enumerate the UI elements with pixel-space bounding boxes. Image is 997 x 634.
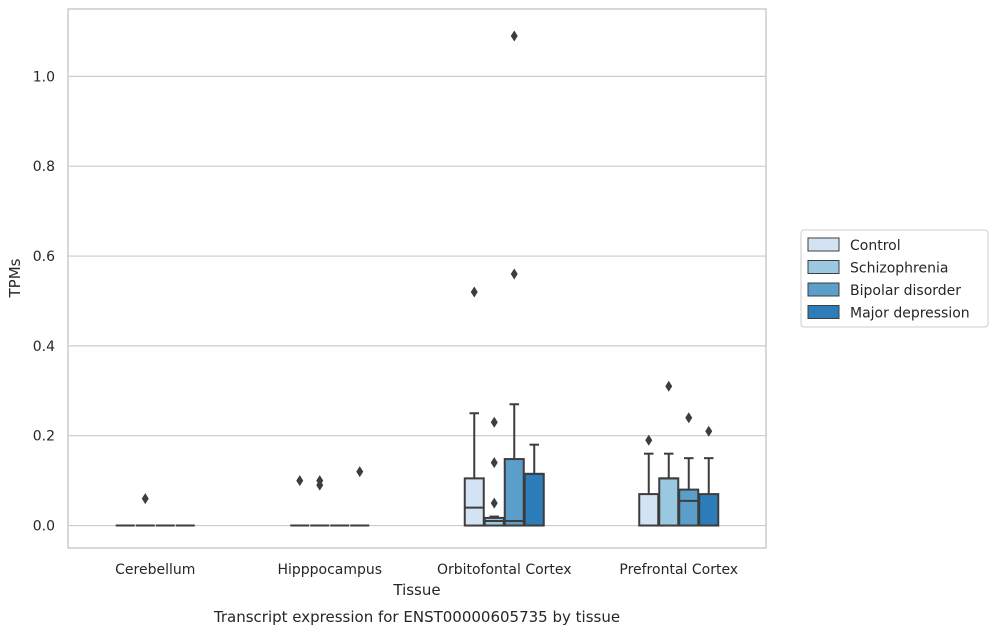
y-tick-label: 0.8 bbox=[33, 159, 55, 175]
box-body bbox=[678, 488, 700, 527]
outlier-point bbox=[705, 425, 713, 437]
x-tick-labels: Cerebellum Hipppocampus Orbitofontal Corte… bbox=[115, 562, 738, 578]
box bbox=[483, 416, 505, 527]
outlier-point bbox=[665, 380, 673, 392]
plot-area-frame bbox=[67, 8, 767, 549]
series-group bbox=[175, 425, 720, 527]
box-body bbox=[503, 458, 525, 527]
legend-frame bbox=[800, 229, 989, 328]
box-body bbox=[638, 493, 660, 527]
box-body bbox=[658, 477, 680, 527]
box bbox=[463, 286, 485, 527]
outlier-point bbox=[316, 475, 324, 487]
legend-swatch bbox=[807, 237, 840, 252]
outlier-point bbox=[490, 457, 498, 469]
outlier-point bbox=[490, 497, 498, 509]
box-body bbox=[463, 477, 485, 527]
outlier-point bbox=[510, 268, 518, 280]
outlier-point bbox=[470, 286, 478, 298]
box bbox=[503, 30, 525, 527]
legend-swatch bbox=[807, 282, 840, 297]
outlier-point bbox=[296, 475, 304, 487]
legend-label: Bipolar disorder bbox=[850, 283, 961, 299]
legend: Control Schizophrenia Bipolar disorder Majo… bbox=[800, 229, 989, 328]
box-series-group bbox=[115, 30, 720, 527]
outlier-point bbox=[645, 434, 653, 446]
legend-swatch bbox=[807, 305, 840, 319]
y-tick-label: 0.6 bbox=[33, 249, 55, 265]
legend-label: Schizophrenia bbox=[850, 261, 948, 277]
box bbox=[290, 475, 310, 527]
box bbox=[658, 380, 680, 527]
y-tick-labels: 0.0 0.2 0.4 0.6 0.8 1.0 bbox=[33, 69, 55, 534]
x-tick-label: Cerebellum bbox=[115, 562, 195, 578]
box bbox=[350, 466, 370, 527]
gridlines bbox=[68, 75, 766, 527]
box-body bbox=[523, 472, 545, 527]
y-tick-label: 0.0 bbox=[33, 519, 55, 535]
box bbox=[698, 425, 720, 527]
y-axis-label: TPMs bbox=[6, 258, 24, 298]
box-body bbox=[698, 493, 720, 527]
series-group bbox=[155, 30, 700, 527]
box bbox=[638, 434, 660, 527]
x-tick-label: Hipppocampus bbox=[277, 562, 382, 578]
chart-caption: Transcript expression for ENST0000060573… bbox=[213, 608, 620, 626]
x-tick-label: Orbitofontal Cortex bbox=[437, 562, 572, 578]
outlier-point bbox=[141, 493, 149, 505]
legend-swatch bbox=[807, 260, 840, 274]
box bbox=[523, 443, 545, 527]
y-tick-label: 1.0 bbox=[33, 69, 55, 85]
y-tick-label: 0.2 bbox=[33, 429, 55, 445]
outlier-point bbox=[356, 466, 364, 478]
series-group bbox=[135, 380, 680, 527]
outlier-point bbox=[685, 412, 693, 424]
box bbox=[310, 475, 330, 527]
x-tick-label: Prefrontal Cortex bbox=[619, 562, 738, 578]
y-tick-label: 0.4 bbox=[33, 339, 55, 355]
series-group bbox=[115, 286, 660, 527]
outlier-point bbox=[490, 416, 498, 428]
box bbox=[135, 493, 155, 527]
legend-label: Control bbox=[850, 238, 901, 254]
legend-label: Major depression bbox=[850, 306, 970, 322]
box bbox=[678, 412, 700, 527]
outlier-point bbox=[510, 30, 518, 42]
x-axis-label: Tissue bbox=[392, 581, 440, 599]
